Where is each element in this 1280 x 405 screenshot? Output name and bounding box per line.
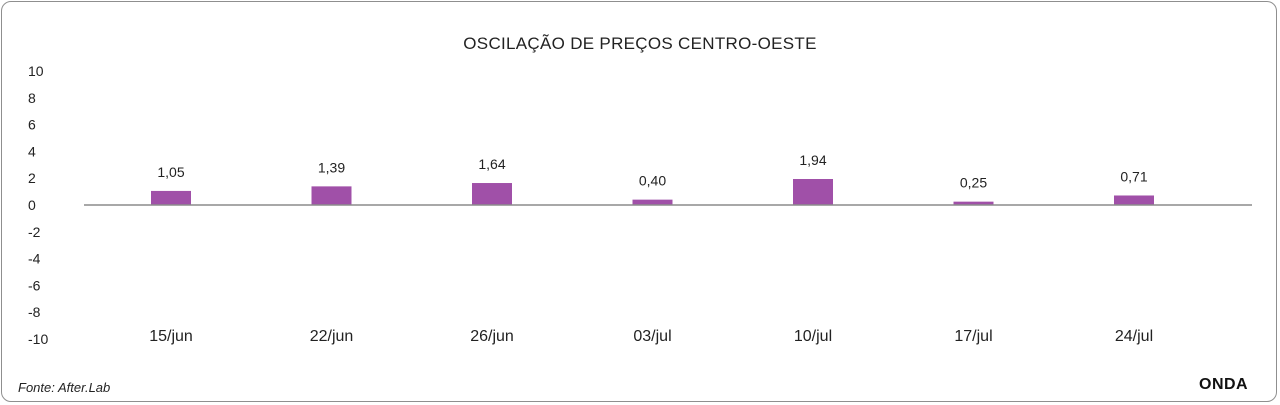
data-label: 1,39 bbox=[318, 159, 345, 175]
x-tick-label: 03/jul bbox=[633, 328, 671, 345]
x-tick-label: 24/jul bbox=[1115, 328, 1153, 345]
bar bbox=[953, 201, 994, 205]
bar bbox=[793, 179, 833, 205]
x-tick-label: 26/jun bbox=[470, 328, 514, 345]
bar bbox=[151, 190, 191, 205]
bar bbox=[632, 199, 673, 205]
y-tick-label: -6 bbox=[28, 277, 41, 293]
x-tick-label: 17/jul bbox=[954, 328, 992, 345]
y-tick-label: 2 bbox=[28, 170, 36, 186]
y-tick-label: -8 bbox=[28, 304, 41, 320]
source-note: Fonte: After.Lab bbox=[18, 380, 111, 395]
y-tick-label: 4 bbox=[28, 143, 36, 159]
y-tick-label: 6 bbox=[28, 117, 36, 133]
y-tick-label: -10 bbox=[28, 331, 48, 347]
y-tick-label: 8 bbox=[28, 90, 36, 106]
data-label: 0,25 bbox=[960, 175, 987, 191]
y-tick-label: -2 bbox=[28, 224, 41, 240]
data-label: 0,40 bbox=[639, 173, 666, 189]
data-label: 0,71 bbox=[1120, 168, 1147, 184]
chart-title: OSCILAÇÃO DE PREÇOS CENTRO-OESTE bbox=[463, 34, 817, 53]
x-tick-label: 15/jun bbox=[149, 328, 193, 345]
x-tick-label: 22/jun bbox=[310, 328, 354, 345]
data-label: 1,94 bbox=[799, 152, 826, 168]
x-tick-label: 10/jul bbox=[794, 328, 832, 345]
bar bbox=[1114, 195, 1154, 205]
y-tick-label: -4 bbox=[28, 251, 41, 267]
bar bbox=[311, 186, 352, 205]
y-tick-label: 10 bbox=[28, 63, 44, 79]
y-tick-label: 0 bbox=[28, 197, 36, 213]
bar bbox=[472, 183, 512, 205]
data-label: 1,05 bbox=[157, 164, 184, 180]
data-label: 1,64 bbox=[478, 156, 505, 172]
brand-logo: ONDA bbox=[1199, 376, 1249, 393]
